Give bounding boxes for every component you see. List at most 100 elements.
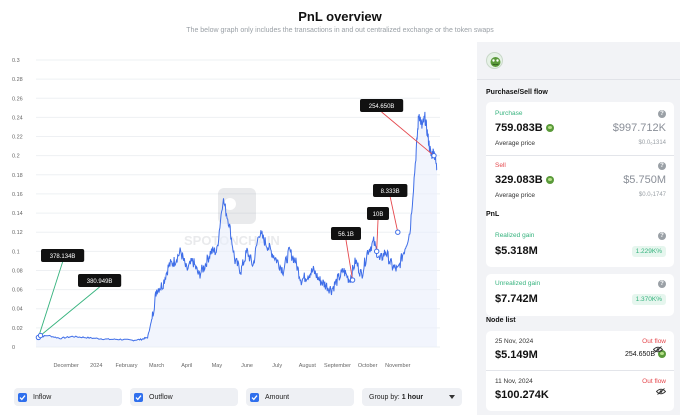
outflow-checkbox[interactable] [134,392,143,402]
pnl-title: PnL [486,211,500,218]
marker-point [395,229,401,235]
amount-toggle[interactable]: Amount [246,388,354,406]
marker-2[interactable]: 56.1B [331,227,361,283]
token-avatar [486,52,503,69]
sell-avg-label: Average price [495,192,535,199]
token-icon [545,176,554,184]
pnl-chart[interactable]: 0 0.02 0.04 0.06 0.08 0.1 0.12 0.14 0.16 0.18 0.2 0… [0,42,477,382]
group-by-select[interactable]: Group by: 1 hour [362,388,462,406]
marker-connector [345,239,354,281]
node-list-title: Node list [486,317,516,324]
x-tick-label: 2024 [90,363,102,369]
help-icon[interactable]: ? [658,162,666,170]
node-flow: Out flow [642,338,666,345]
marker-label: 56.1B [338,232,354,238]
check-icon [251,394,258,400]
card-divider [486,370,674,371]
purchase-sell-title: Purchase/Sell flow [486,89,548,96]
marker-box [360,99,404,112]
realized-label: Realized gain [495,232,535,239]
marker-connector [389,196,399,233]
y-tick-label: 0.26 [12,96,23,102]
unrealized-gain-card: Unrealized gain ? $7.742M 1.370K% [486,274,674,316]
x-tick-label: June [241,363,253,369]
outflow-toggle[interactable]: Outflow [130,388,238,406]
y-tick-label: 0.16 [12,192,23,198]
y-tick-label: 0.22 [12,135,23,141]
check-icon [135,394,142,400]
inflow-checkbox[interactable] [18,392,27,402]
unrealized-pct-badge: 1.370K% [631,294,666,305]
marker-connector [40,286,100,336]
eye-off-icon[interactable] [655,382,667,395]
node-usd: $100.274K [495,389,549,401]
marker-label: 380.949B [87,279,113,285]
marker-box [78,274,122,287]
realized-value: $5.318M [495,245,538,257]
purchase-amount: 759.083B [495,122,554,134]
help-icon[interactable]: ? [658,110,666,118]
y-tick-label: 0.1 [12,249,20,255]
purchase-usd: $997.712K [612,122,666,134]
amount-checkbox[interactable] [250,392,259,402]
token-icon [545,124,554,132]
marker-point [373,248,380,255]
marker-0[interactable]: 378.134B [35,249,85,341]
y-tick-label: 0.14 [12,211,23,217]
node-date: 25 Nov, 2024 [495,338,534,345]
x-tick-label: May [212,363,223,369]
x-tick-label: November [385,363,411,369]
sell-usd: $5.750M [623,174,666,186]
marker-box [367,207,389,220]
y-tick-label: 0.2 [12,154,20,160]
purchase-sell-card: Purchase ? 759.083B $997.712K Average pr… [486,102,674,249]
marker-label: 10B [373,212,384,218]
purchase-avg-label: Average price [495,140,535,147]
group-by-label: Group by: [369,393,400,401]
pnl-chart-svg[interactable]: 0 0.02 0.04 0.06 0.08 0.1 0.12 0.14 0.16 0.18 0.2 0… [0,42,477,382]
marker-4[interactable]: 8.333B [373,184,408,235]
marker-connector [381,111,435,157]
amount-label: Amount [265,393,290,401]
series-line [35,111,438,342]
watermark-icon [218,188,256,224]
node-flow: Out flow [642,378,666,385]
token-icon [658,350,666,358]
y-tick-label: 0.3 [12,58,20,64]
marker-label: 8.333B [381,189,400,195]
card-divider [486,155,674,156]
unrealized-value: $7.742M [495,293,538,305]
y-tick-label: 0.06 [12,288,23,294]
marker-box [331,227,361,240]
y-tick-label: 0.02 [12,326,23,332]
y-tick-label: 0.08 [12,268,23,274]
summary-panel: Purchase/Sell flow Purchase ? 759.083B $… [477,42,680,415]
unrealized-label: Unrealized gain [495,280,541,287]
help-icon[interactable]: ? [658,280,666,288]
inflow-toggle[interactable]: Inflow [14,388,122,406]
purchase-label: Purchase [495,110,523,117]
y-tick-label: 0.04 [12,307,23,313]
check-icon [19,394,26,400]
chart-controls: Inflow Outflow Amount Group by: 1 hour [0,385,477,415]
realized-gain-card: Realized gain ? $5.318M 1.229K% [486,225,674,267]
help-icon[interactable]: ? [658,232,666,240]
y-tick-label: 0 [12,345,15,351]
marker-1[interactable]: 380.949B [37,274,122,339]
node-usd: $5.149M [495,349,538,361]
marker-3[interactable]: 10B [367,207,389,255]
series-area [36,111,437,348]
x-tick-label: March [149,363,164,369]
marker-point [349,277,356,283]
x-tick-label: September [324,363,351,369]
marker-label: 378.134B [50,254,76,260]
realized-pct-badge: 1.229K% [631,246,666,257]
marker-point [37,332,44,339]
y-tick-label: 0.28 [12,77,23,83]
page-subtitle: The below graph only includes the transa… [186,27,494,34]
x-tick-label: August [299,363,317,369]
y-tick-label: 0.24 [12,115,23,121]
marker-box [373,184,408,197]
eye-off-icon[interactable] [652,340,664,353]
marker-5[interactable]: 254.650B [360,99,437,159]
